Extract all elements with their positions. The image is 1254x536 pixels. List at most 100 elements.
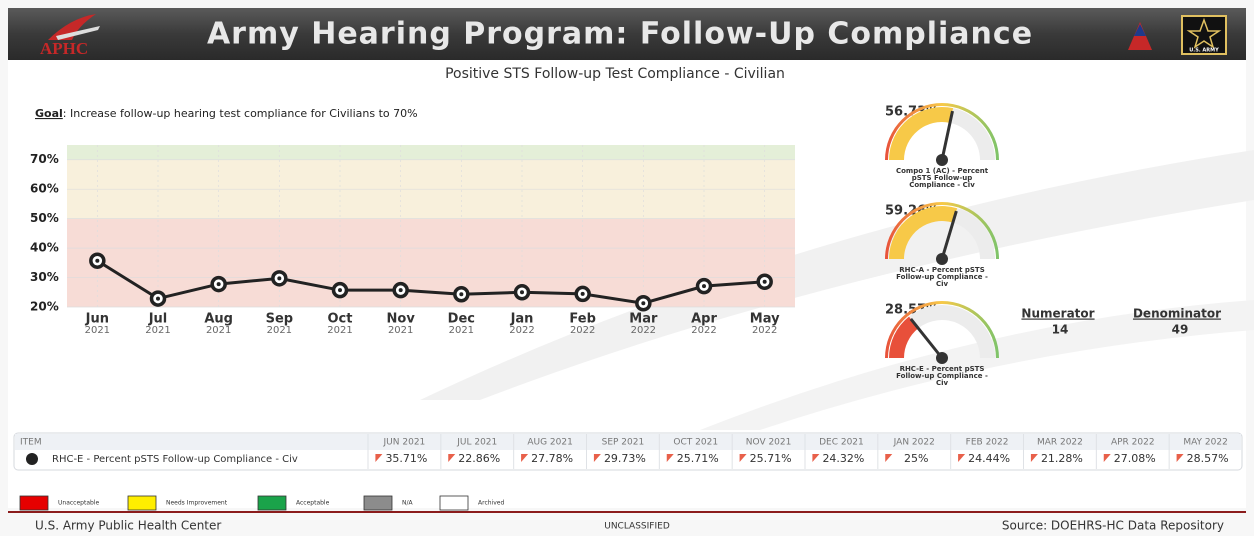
flag-icon — [1176, 454, 1184, 462]
goal: Goal: Increase follow-up hearing test co… — [35, 107, 418, 120]
legend-label: Needs Improvement — [166, 500, 228, 507]
x-tick-year: 2022 — [691, 325, 716, 336]
logo-swoosh — [48, 14, 96, 40]
x-tick-label: Dec — [448, 312, 475, 327]
x-tick-label: Oct — [328, 312, 353, 327]
gauge-caption: Follow-up Compliance - — [896, 273, 988, 281]
table-header: FEB 2022 — [966, 438, 1009, 448]
x-tick-label: Nov — [387, 312, 416, 327]
point-center — [216, 282, 221, 287]
point-center — [520, 290, 524, 295]
numerator-label: Numerator — [1021, 307, 1094, 321]
gauge-caption: Civ — [936, 280, 949, 288]
y-tick-label: 50% — [30, 211, 59, 225]
gauge-hub — [936, 352, 948, 364]
table-cell: 25% — [904, 452, 928, 465]
table-cell: 24.32% — [822, 452, 864, 465]
table-cell: 27.78% — [531, 452, 573, 465]
table-header: JAN 2022 — [893, 438, 935, 448]
point-center — [95, 258, 100, 263]
y-tick-label: 30% — [30, 270, 59, 284]
flag-icon — [1103, 454, 1111, 462]
table-header: NOV 2021 — [746, 438, 792, 448]
gauge-caption: pSTS Follow-up — [912, 174, 973, 182]
table-header: ITEM — [20, 438, 42, 448]
gauge-hub — [936, 154, 948, 166]
legend-swatch — [363, 495, 393, 511]
gauge-needle — [940, 210, 958, 260]
x-tick-label: Apr — [691, 312, 717, 327]
flag-icon — [812, 454, 820, 462]
swoosh — [420, 150, 1254, 400]
x-tick-label: Jul — [148, 312, 168, 327]
army-logo — [1181, 15, 1227, 55]
flag-icon — [666, 454, 674, 462]
line — [96, 259, 765, 305]
x-tick-year: 2022 — [631, 325, 656, 336]
swoosh — [700, 300, 1254, 430]
x-tick-year: 2021 — [267, 325, 292, 336]
table-cell: 24.44% — [968, 452, 1010, 465]
table-cell: 21.28% — [1041, 452, 1083, 465]
goal-label: Goal — [35, 107, 63, 120]
gauge-caption: Compo 1 (AC) - Percent — [896, 167, 989, 175]
legend-label: Unacceptable — [58, 500, 99, 507]
table-header: SEP 2021 — [602, 438, 645, 448]
y-tick-label: 70% — [30, 152, 59, 166]
table-header: AUG 2021 — [527, 438, 572, 448]
flag-icon — [1134, 24, 1146, 36]
legend-swatch — [257, 495, 287, 511]
x-tick-label: Feb — [569, 312, 595, 327]
y-tick-label: 40% — [30, 241, 59, 255]
gauge-fill — [889, 107, 954, 160]
x-tick-year: 2021 — [327, 325, 352, 336]
logo-right: U.S. ARMY — [1189, 48, 1219, 54]
gauge-needle — [940, 110, 954, 161]
table-cell: 29.73% — [604, 452, 646, 465]
x-tick-label: Sep — [266, 312, 294, 327]
gauge-track — [908, 305, 995, 358]
subtitle: Positive STS Follow-up Test Compliance -… — [445, 66, 785, 82]
x-tick-year: 2022 — [570, 325, 595, 336]
point-center — [580, 291, 585, 296]
table-cell: 25.71% — [750, 452, 792, 465]
x-tick-label: Mar — [629, 312, 658, 327]
table-header: DEC 2021 — [819, 438, 864, 448]
gauge-track — [952, 208, 995, 259]
point-center — [156, 296, 160, 301]
gauge-track — [949, 108, 995, 160]
x-tick-year: 2021 — [85, 325, 110, 336]
flag-icon — [958, 454, 966, 462]
gauge-fill — [889, 205, 958, 259]
footer-center: UNCLASSIFIED — [604, 522, 670, 532]
point-center — [702, 284, 706, 289]
footer-left: U.S. Army Public Health Center — [35, 519, 221, 533]
legend-swatch — [439, 495, 469, 511]
logo-left: APHC — [40, 39, 88, 58]
gauge-caption: RHC-A - Percent pSTS — [899, 266, 985, 274]
x-tick-label: Aug — [204, 312, 233, 327]
flag-icon — [521, 454, 529, 462]
gauge-caption: Civ — [936, 379, 949, 387]
point-center — [641, 301, 646, 306]
gauge-caption: Compliance - Civ — [909, 181, 975, 189]
point-center — [398, 288, 403, 293]
legend-swatch — [127, 495, 157, 511]
x-tick-year: 2021 — [449, 325, 474, 336]
flag-icon — [885, 454, 893, 462]
footer-right: Source: DOEHRS-HC Data Repository — [1002, 519, 1224, 533]
point-center — [459, 292, 464, 297]
y-tick-label: 20% — [30, 300, 59, 314]
table-cell: 27.08% — [1114, 452, 1156, 465]
flag-icon — [1030, 454, 1038, 462]
table-header: MAY 2022 — [1183, 438, 1228, 448]
x-tick-year: 2022 — [752, 325, 777, 336]
header-bar — [8, 8, 1246, 60]
gauge-caption: Follow-up Compliance - — [896, 372, 988, 380]
row-dot — [26, 453, 38, 465]
gauge-fill — [889, 316, 919, 358]
table-cell: 25.71% — [677, 452, 719, 465]
legend-swatch — [19, 495, 49, 511]
flag-icon — [375, 454, 383, 462]
